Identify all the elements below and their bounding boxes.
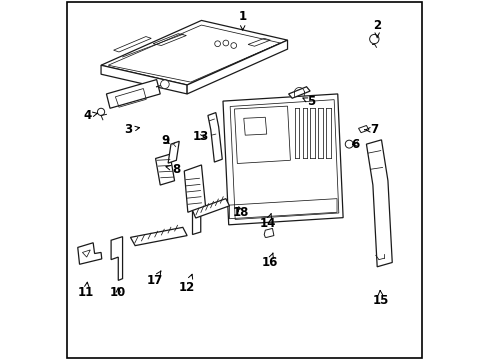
Text: 6: 6 — [351, 138, 359, 150]
Circle shape — [160, 80, 169, 89]
Text: 11: 11 — [78, 282, 94, 300]
Text: 12: 12 — [179, 274, 195, 294]
Polygon shape — [101, 65, 187, 94]
Polygon shape — [130, 227, 187, 246]
Polygon shape — [168, 141, 179, 163]
Polygon shape — [192, 199, 229, 218]
Text: 14: 14 — [259, 213, 275, 230]
Text: 18: 18 — [232, 206, 248, 219]
Polygon shape — [106, 80, 160, 108]
Polygon shape — [111, 237, 122, 280]
Polygon shape — [101, 21, 287, 85]
Text: 5: 5 — [302, 95, 314, 108]
Text: 3: 3 — [123, 123, 139, 136]
Polygon shape — [366, 140, 391, 267]
Text: 16: 16 — [261, 253, 277, 269]
Circle shape — [97, 108, 104, 116]
Text: 17: 17 — [146, 271, 163, 287]
Polygon shape — [207, 113, 222, 162]
Polygon shape — [187, 40, 287, 94]
Circle shape — [345, 140, 352, 148]
Text: 2: 2 — [372, 19, 381, 38]
Circle shape — [369, 35, 378, 44]
Polygon shape — [264, 228, 273, 237]
Text: 7: 7 — [364, 123, 378, 136]
Text: 8: 8 — [165, 163, 180, 176]
Polygon shape — [184, 165, 205, 234]
Polygon shape — [78, 243, 102, 264]
Polygon shape — [223, 94, 343, 225]
Polygon shape — [155, 154, 174, 185]
Text: 13: 13 — [192, 130, 208, 144]
Text: 1: 1 — [238, 10, 246, 30]
Polygon shape — [288, 87, 309, 98]
Polygon shape — [358, 126, 368, 133]
Text: 9: 9 — [161, 134, 169, 147]
Text: 4: 4 — [83, 109, 97, 122]
Text: 10: 10 — [110, 287, 126, 300]
Text: 15: 15 — [372, 291, 388, 307]
